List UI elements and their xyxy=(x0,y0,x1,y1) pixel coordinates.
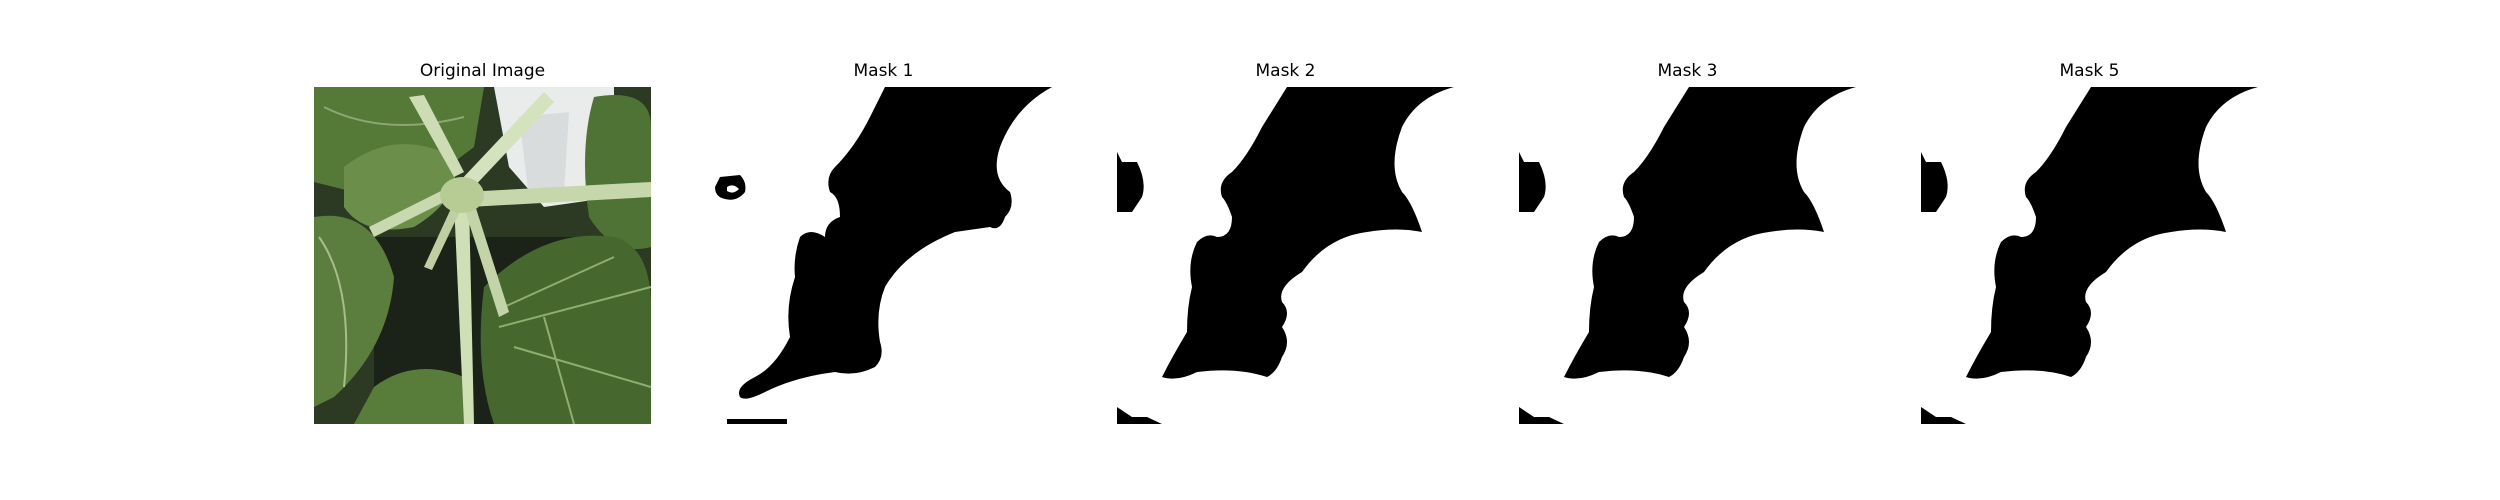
mask-1-shape xyxy=(715,87,1052,424)
mask-2-shape xyxy=(1117,87,1454,424)
panel-title: Mask 1 xyxy=(853,61,914,81)
panel-title: Mask 5 xyxy=(2059,61,2120,81)
mask-image xyxy=(715,87,1052,424)
panel-mask-5: Mask 5 xyxy=(1921,60,2258,424)
panel-title: Original Image xyxy=(419,61,546,81)
mask-image xyxy=(1117,87,1454,424)
mask-image xyxy=(1921,87,2258,424)
panel-title: Mask 2 xyxy=(1255,61,1316,81)
mask-5-shape xyxy=(1921,87,2258,424)
panel-mask-1: Mask 1 xyxy=(715,60,1052,424)
panel-mask-3: Mask 3 xyxy=(1519,60,1856,424)
mask-image xyxy=(1519,87,1856,424)
panel-original: Original Image xyxy=(314,60,651,424)
panel-title: Mask 3 xyxy=(1657,61,1718,81)
plant-photo xyxy=(314,87,651,424)
panel-mask-2: Mask 2 xyxy=(1117,60,1454,424)
original-image xyxy=(314,87,651,424)
mask-3-shape xyxy=(1519,87,1856,424)
